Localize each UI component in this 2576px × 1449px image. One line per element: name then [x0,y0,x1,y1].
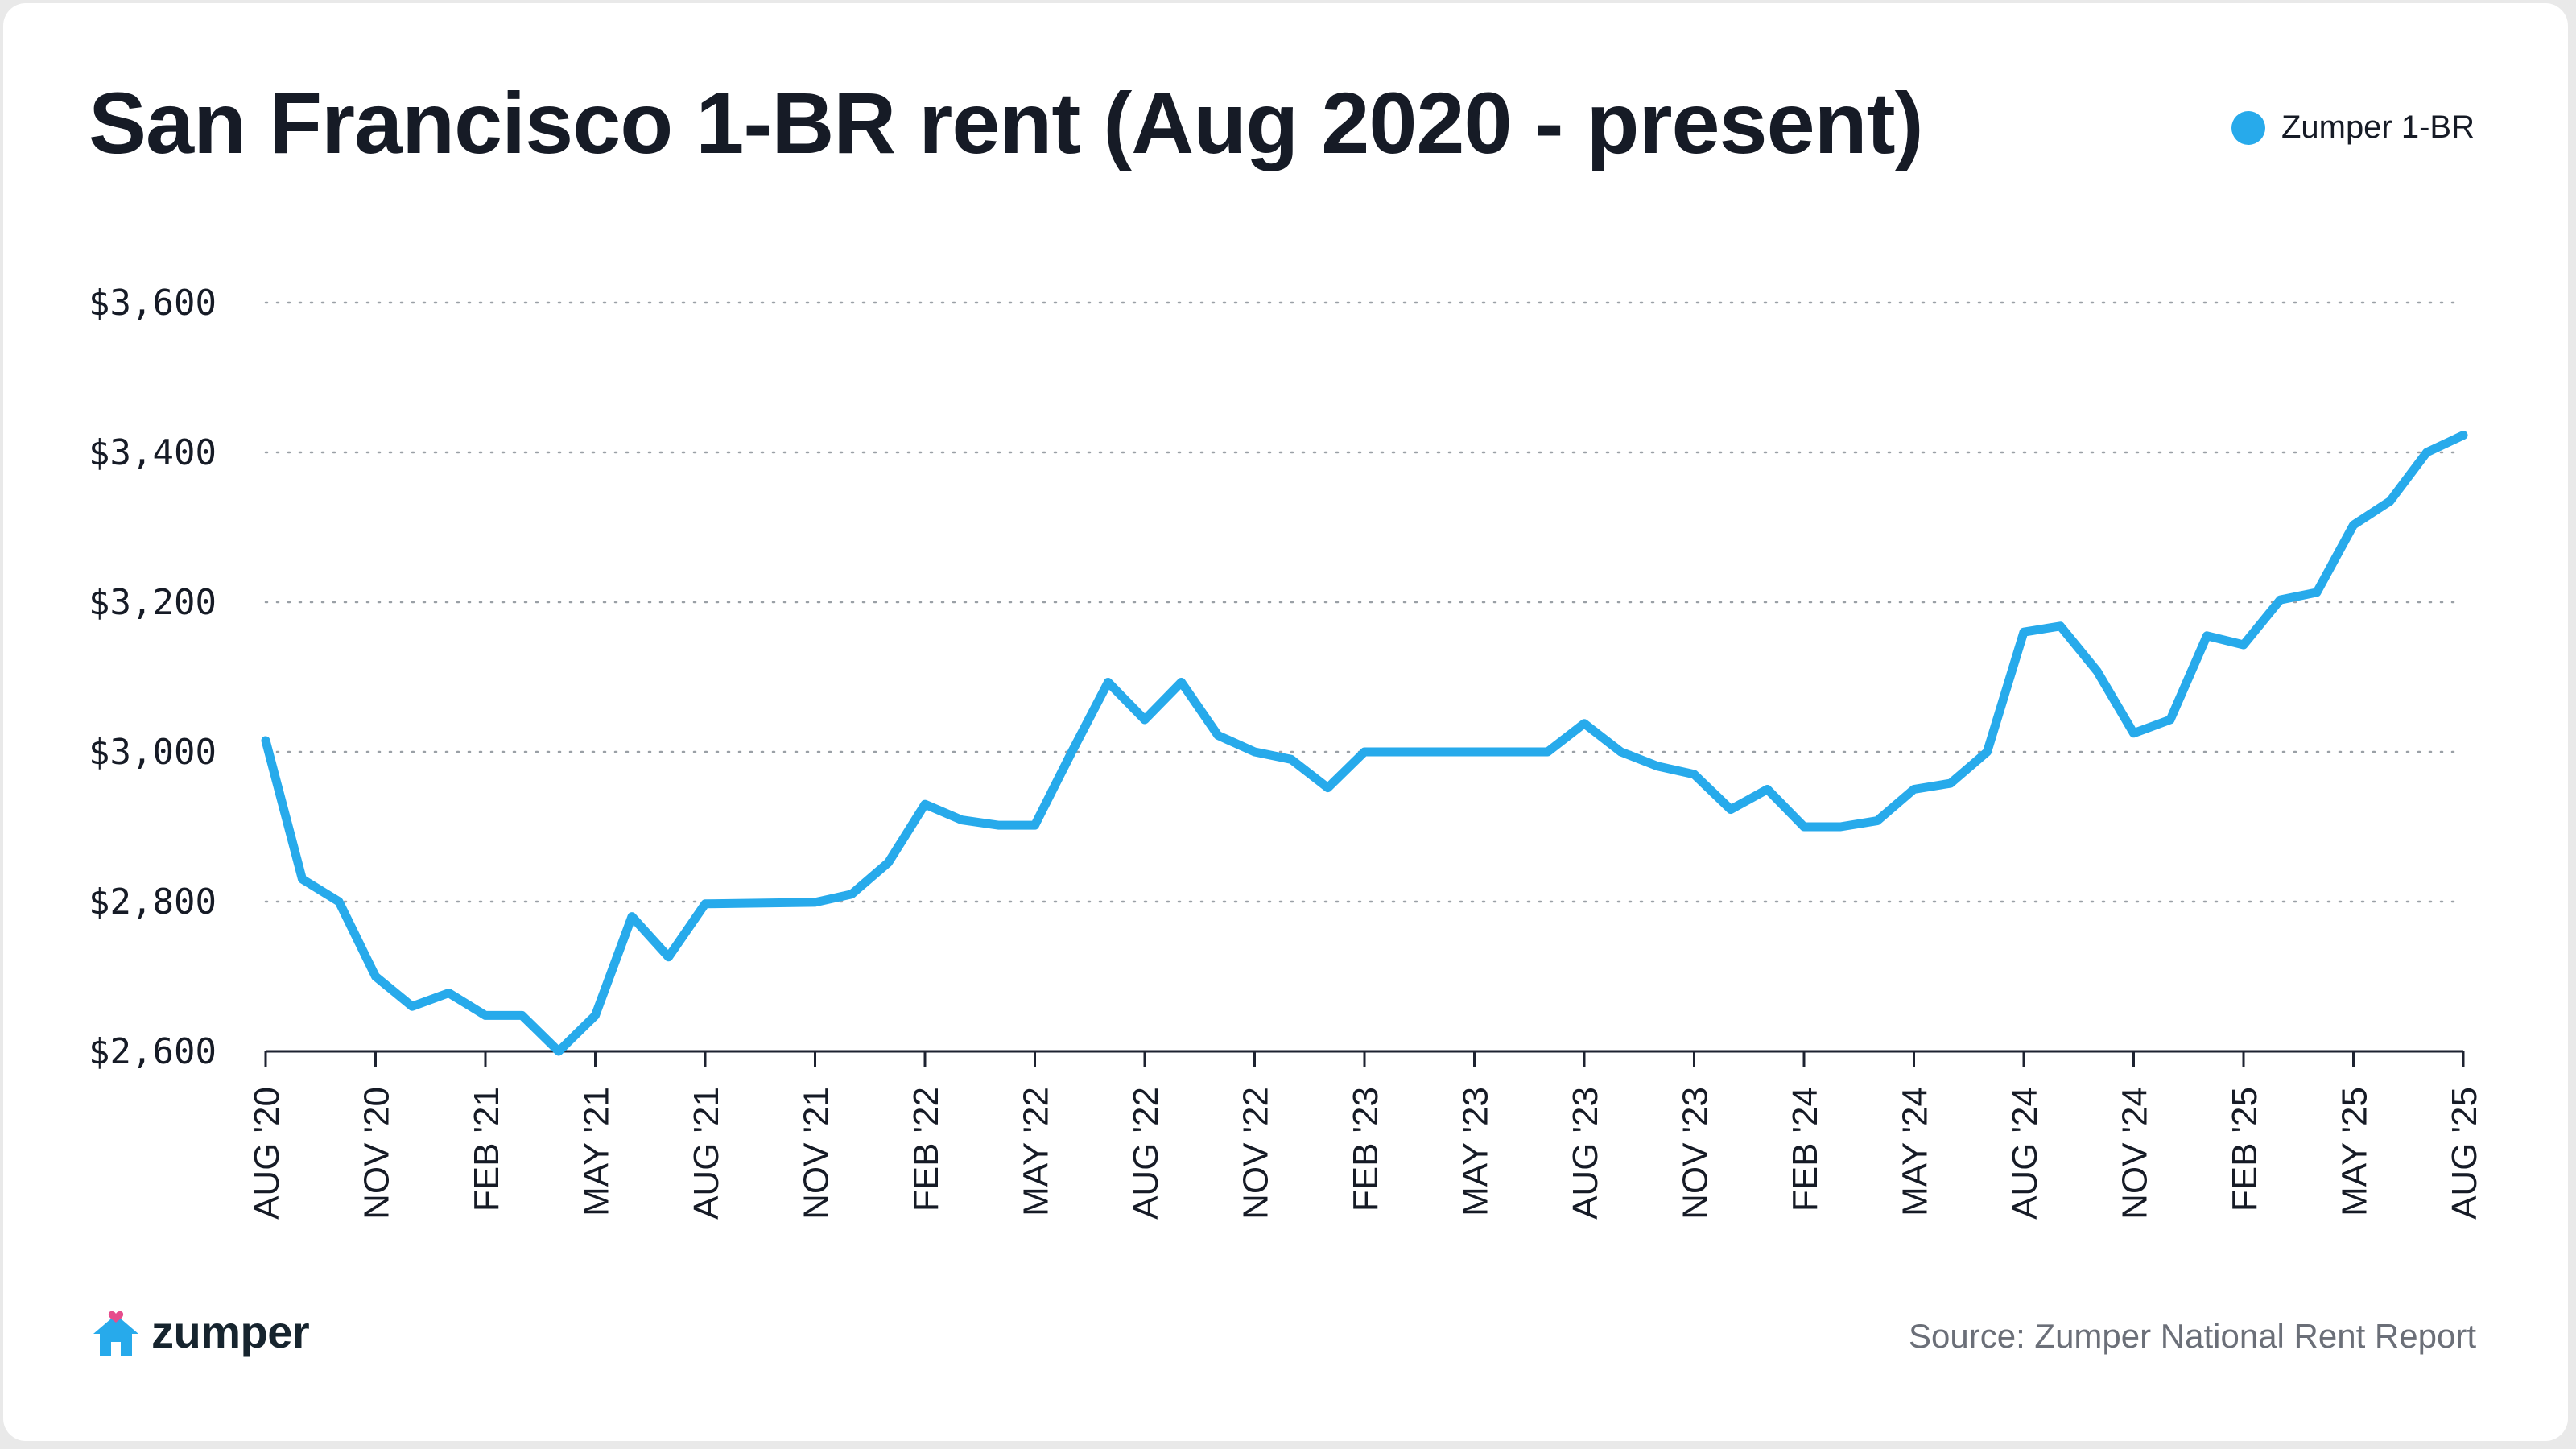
x-tick-label: FEB '23 [1346,1087,1385,1212]
x-tick-label: MAY '22 [1017,1087,1056,1216]
series-line [261,431,2468,1056]
x-tick-label: NOV '24 [2116,1087,2155,1220]
y-tick-label: $2,800 [89,881,217,923]
axes [264,1050,2465,1067]
x-tick-label: AUG '24 [2005,1087,2045,1220]
x-tick-label: NOV '21 [797,1087,836,1220]
x-tick-label: NOV '22 [1236,1087,1276,1220]
gridlines [264,301,2465,903]
x-tick-label: FEB '21 [467,1087,506,1212]
x-tick-label: NOV '23 [1676,1087,1715,1220]
legend-marker [2231,110,2265,145]
y-tick-label: $3,400 [89,432,217,473]
x-tick-labels: AUG '20 NOV '20 FEB '21 MAY '21 AUG '21 NOV '… [247,1087,2484,1220]
x-tick-label: MAY '24 [1896,1087,1935,1216]
house-heart-icon [93,1311,138,1356]
source-note: Source: Zumper National Rent Report [1909,1317,2476,1355]
x-tick-label: MAY '23 [1456,1087,1496,1216]
x-tick-label: AUG '20 [247,1087,287,1220]
x-tick-label: AUG '22 [1126,1087,1166,1220]
x-tick-label: NOV '20 [357,1087,397,1220]
y-tick-labels: $2,600 $2,800 $3,000 $3,200 $3,400 $3,600 [89,283,217,1072]
x-tick-label: FEB '22 [906,1087,946,1212]
zumper-logo: zumper [92,1306,310,1358]
legend: Zumper 1-BR [2231,109,2475,146]
chart-card: San Francisco 1-BR rent (Aug 2020 - pres… [3,3,2568,1441]
y-tick-label: $2,600 [89,1031,217,1072]
x-tick-label: MAY '25 [2335,1087,2375,1216]
x-tick-label: MAY '21 [577,1087,617,1216]
x-tick-label: AUG '25 [2445,1087,2484,1220]
x-tick-label: AUG '21 [687,1087,726,1220]
brand-name: zumper [151,1307,310,1357]
x-tick-label: AUG '23 [1566,1087,1605,1220]
series-layer [261,431,2468,1056]
x-tick-label: FEB '25 [2225,1087,2264,1212]
legend-label: Zumper 1-BR [2281,109,2475,145]
chart-title: San Francisco 1-BR rent (Aug 2020 - pres… [89,74,1924,171]
x-tick-label: FEB '24 [1785,1087,1825,1212]
y-tick-label: $3,600 [89,283,217,324]
line-chart: $2,600 $2,800 $3,000 $3,200 $3,400 $3,600 AUG… [89,283,2484,1220]
y-tick-label: $3,000 [89,732,217,773]
y-tick-label: $3,200 [89,582,217,623]
